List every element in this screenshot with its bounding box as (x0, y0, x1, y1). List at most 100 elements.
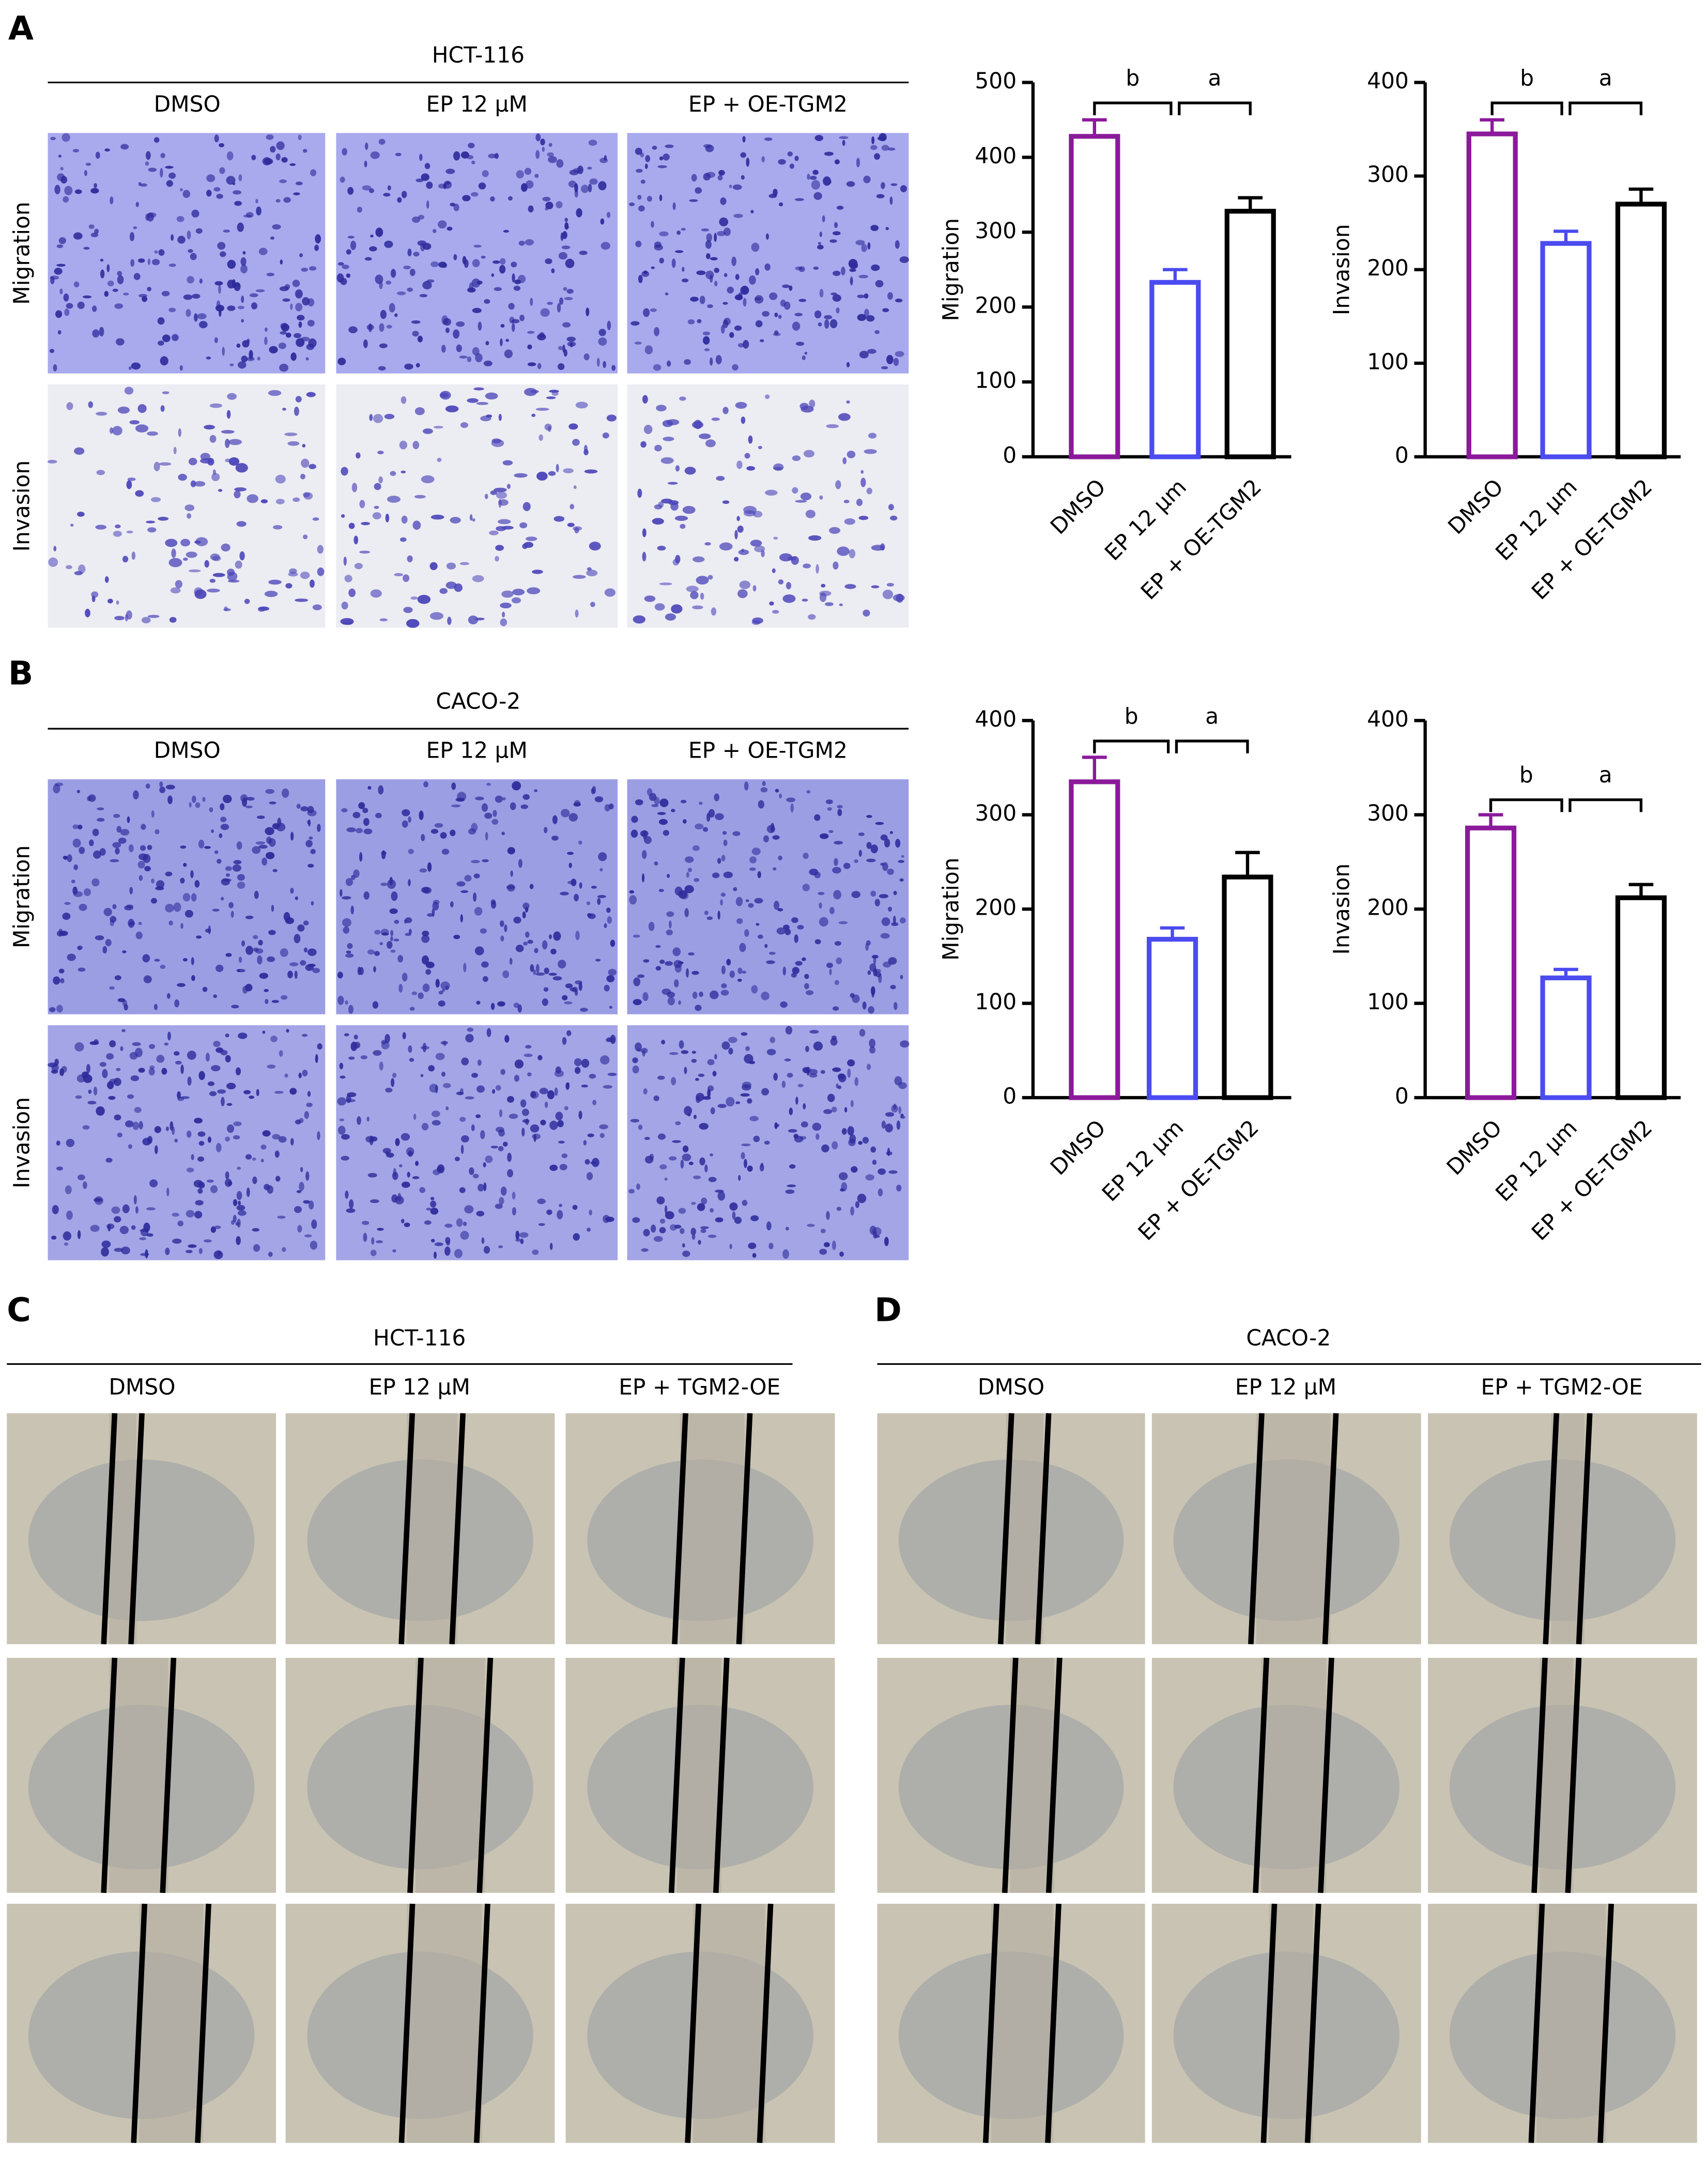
cell (206, 1179, 214, 1183)
cell (401, 396, 407, 404)
cell (173, 446, 177, 455)
cell (642, 1050, 645, 1057)
cell (53, 976, 60, 985)
cell (743, 298, 747, 307)
cell (520, 1238, 524, 1244)
cell (99, 1062, 106, 1067)
y-tick-label: 0 (1003, 1084, 1017, 1109)
cell (530, 1124, 540, 1133)
cell (707, 1085, 714, 1091)
micrograph (877, 1413, 1145, 1644)
cell (885, 1112, 895, 1117)
cell-line-title: HCT-116 (373, 1326, 466, 1351)
cell (675, 554, 681, 564)
micrograph (1151, 1903, 1421, 2143)
cell (511, 323, 515, 332)
cell (570, 342, 573, 348)
cell (219, 143, 225, 148)
cell (209, 578, 216, 583)
wound-gap (1536, 1903, 1606, 2143)
cell (557, 303, 561, 313)
cell (573, 575, 586, 579)
cell (242, 251, 246, 255)
cell (688, 1161, 694, 1165)
cell (488, 153, 497, 159)
cell (315, 1054, 318, 1064)
cell (186, 1210, 195, 1218)
cell (598, 181, 607, 191)
cell (483, 1182, 487, 1191)
cell (604, 588, 616, 597)
cell (391, 1078, 395, 1087)
cell (855, 1201, 860, 1208)
cell (825, 799, 833, 805)
cell (548, 471, 556, 476)
cell (100, 258, 104, 262)
cell (516, 170, 524, 179)
cell (204, 425, 215, 430)
cell (411, 320, 421, 324)
cell (226, 151, 234, 161)
cell (459, 1187, 466, 1193)
cell (305, 357, 309, 361)
cell (476, 1000, 481, 1005)
cell (659, 194, 663, 202)
cell (598, 337, 607, 346)
cell (172, 334, 179, 342)
cell (504, 925, 507, 932)
cell (340, 176, 345, 183)
cell (346, 827, 356, 833)
cell (433, 229, 437, 234)
cell (509, 1113, 518, 1119)
cell (294, 934, 301, 944)
y-axis-label: Invasion (1329, 224, 1355, 315)
cell (131, 1225, 136, 1230)
cell (678, 1000, 681, 1005)
cell (870, 844, 878, 854)
y-tick-label: 300 (975, 800, 1017, 826)
cell (88, 839, 94, 846)
cell (770, 823, 775, 833)
cell (88, 401, 94, 408)
cell (367, 949, 375, 955)
cell (682, 1250, 690, 1257)
cell (220, 824, 229, 830)
cell (411, 991, 418, 995)
cell (72, 824, 79, 829)
cell (187, 513, 192, 519)
cell (559, 1164, 567, 1170)
cell (574, 1058, 582, 1067)
cell (833, 270, 841, 276)
cell (642, 395, 648, 404)
cell (795, 961, 803, 966)
cell (696, 576, 709, 585)
cell (177, 1220, 184, 1227)
cell (88, 224, 95, 229)
cell (221, 430, 235, 434)
cell (407, 287, 413, 292)
cell (79, 903, 87, 911)
cell (548, 156, 557, 163)
cell (659, 257, 665, 264)
cell (396, 291, 406, 296)
cell (881, 917, 890, 926)
cell (695, 1005, 702, 1011)
cell (422, 281, 432, 290)
cell (558, 252, 567, 260)
cell (147, 844, 152, 851)
cell (494, 487, 507, 492)
cell (430, 1239, 435, 1243)
micrograph (285, 1657, 555, 1893)
cell (133, 273, 141, 280)
cell (427, 913, 434, 917)
cell (114, 1114, 121, 1121)
wound-gap (693, 1903, 765, 2143)
cell (180, 538, 191, 547)
cell (846, 400, 850, 404)
cell (797, 925, 804, 930)
cell (663, 153, 670, 161)
cell (714, 268, 719, 273)
wound-gap (139, 1903, 204, 2143)
cell (278, 1136, 287, 1143)
cell (156, 1055, 165, 1063)
